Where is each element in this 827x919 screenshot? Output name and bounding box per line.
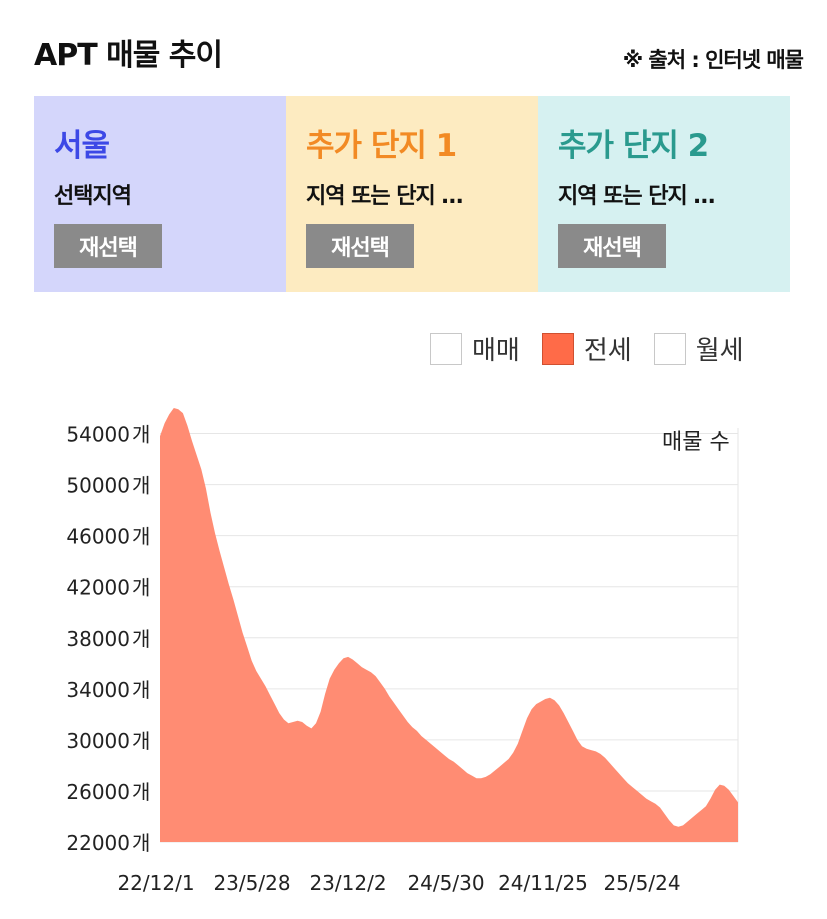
chart-legend: 매매 전세 월세 bbox=[430, 330, 766, 367]
x-tick-label: 24/11/25 bbox=[498, 871, 588, 895]
x-axis-ticks: 22/12/1 23/5/28 23/12/2 24/5/30 24/11/25 25/5… bbox=[117, 871, 680, 895]
x-tick-label: 23/5/28 bbox=[213, 871, 290, 895]
x-tick-label: 24/5/30 bbox=[407, 871, 484, 895]
y-axis-unit-label: 매물 수 bbox=[662, 430, 730, 455]
y-tick-unit: 개 bbox=[132, 474, 150, 498]
card-name: 추가 단지 1 bbox=[306, 128, 457, 164]
y-tick-unit: 개 bbox=[132, 576, 150, 600]
checkbox-icon[interactable] bbox=[541, 332, 574, 365]
reselect-button[interactable]: 재선택 bbox=[306, 224, 414, 268]
page-title: APT 매물 추이 bbox=[34, 38, 223, 73]
y-tick-label: 38000 bbox=[66, 627, 130, 651]
card-extra-1: 추가 단지 1 지역 또는 단지 … 재선택 bbox=[286, 96, 538, 292]
checkbox-icon[interactable] bbox=[430, 332, 462, 365]
region-cards: 서울 선택지역 재선택 추가 단지 1 지역 또는 단지 … 재선택 추가 단지… bbox=[34, 96, 790, 292]
y-tick-unit: 개 bbox=[132, 423, 150, 447]
legend-jeonse[interactable]: 전세 bbox=[541, 330, 632, 367]
card-region: 선택지역 bbox=[54, 184, 132, 209]
card-extra-2: 추가 단지 2 지역 또는 단지 … 재선택 bbox=[538, 96, 790, 292]
reselect-button[interactable]: 재선택 bbox=[558, 224, 666, 268]
y-tick-label: 26000 bbox=[66, 780, 130, 804]
y-tick-label: 54000 bbox=[66, 423, 130, 447]
legend-monthly-rent[interactable]: 월세 bbox=[653, 330, 744, 367]
card-name: 추가 단지 2 bbox=[558, 128, 709, 164]
x-tick-label: 23/12/2 bbox=[309, 871, 386, 895]
legend-label: 매매 bbox=[472, 336, 520, 366]
y-tick-label: 46000 bbox=[66, 525, 130, 549]
y-tick-unit: 개 bbox=[132, 627, 150, 651]
y-tick-unit: 개 bbox=[132, 780, 150, 804]
y-tick-label: 50000 bbox=[66, 474, 130, 498]
reselect-button[interactable]: 재선택 bbox=[54, 224, 162, 268]
y-tick-unit: 개 bbox=[132, 831, 150, 855]
checkbox-icon[interactable] bbox=[653, 332, 686, 365]
card-name: 서울 bbox=[54, 128, 110, 164]
y-tick-label: 22000 bbox=[66, 831, 130, 855]
card-seoul: 서울 선택지역 재선택 bbox=[34, 96, 286, 292]
legend-label: 전세 bbox=[583, 336, 632, 366]
y-tick-unit: 개 bbox=[132, 678, 150, 702]
card-region[interactable]: 지역 또는 단지 … bbox=[558, 184, 715, 209]
y-tick-unit: 개 bbox=[132, 729, 150, 753]
x-tick-label: 25/5/24 bbox=[603, 871, 680, 895]
card-region[interactable]: 지역 또는 단지 … bbox=[306, 184, 463, 209]
source-note: ※ 출처 : 인터넷 매물 bbox=[622, 48, 804, 72]
y-tick-label: 42000 bbox=[66, 576, 130, 600]
y-tick-label: 34000 bbox=[66, 678, 130, 702]
y-tick-unit: 개 bbox=[132, 525, 150, 549]
legend-label: 월세 bbox=[695, 336, 744, 366]
y-tick-label: 30000 bbox=[66, 729, 130, 753]
x-tick-label: 22/12/1 bbox=[117, 871, 194, 895]
jeonse-area-series bbox=[160, 408, 738, 842]
legend-sale[interactable]: 매매 bbox=[430, 330, 520, 367]
